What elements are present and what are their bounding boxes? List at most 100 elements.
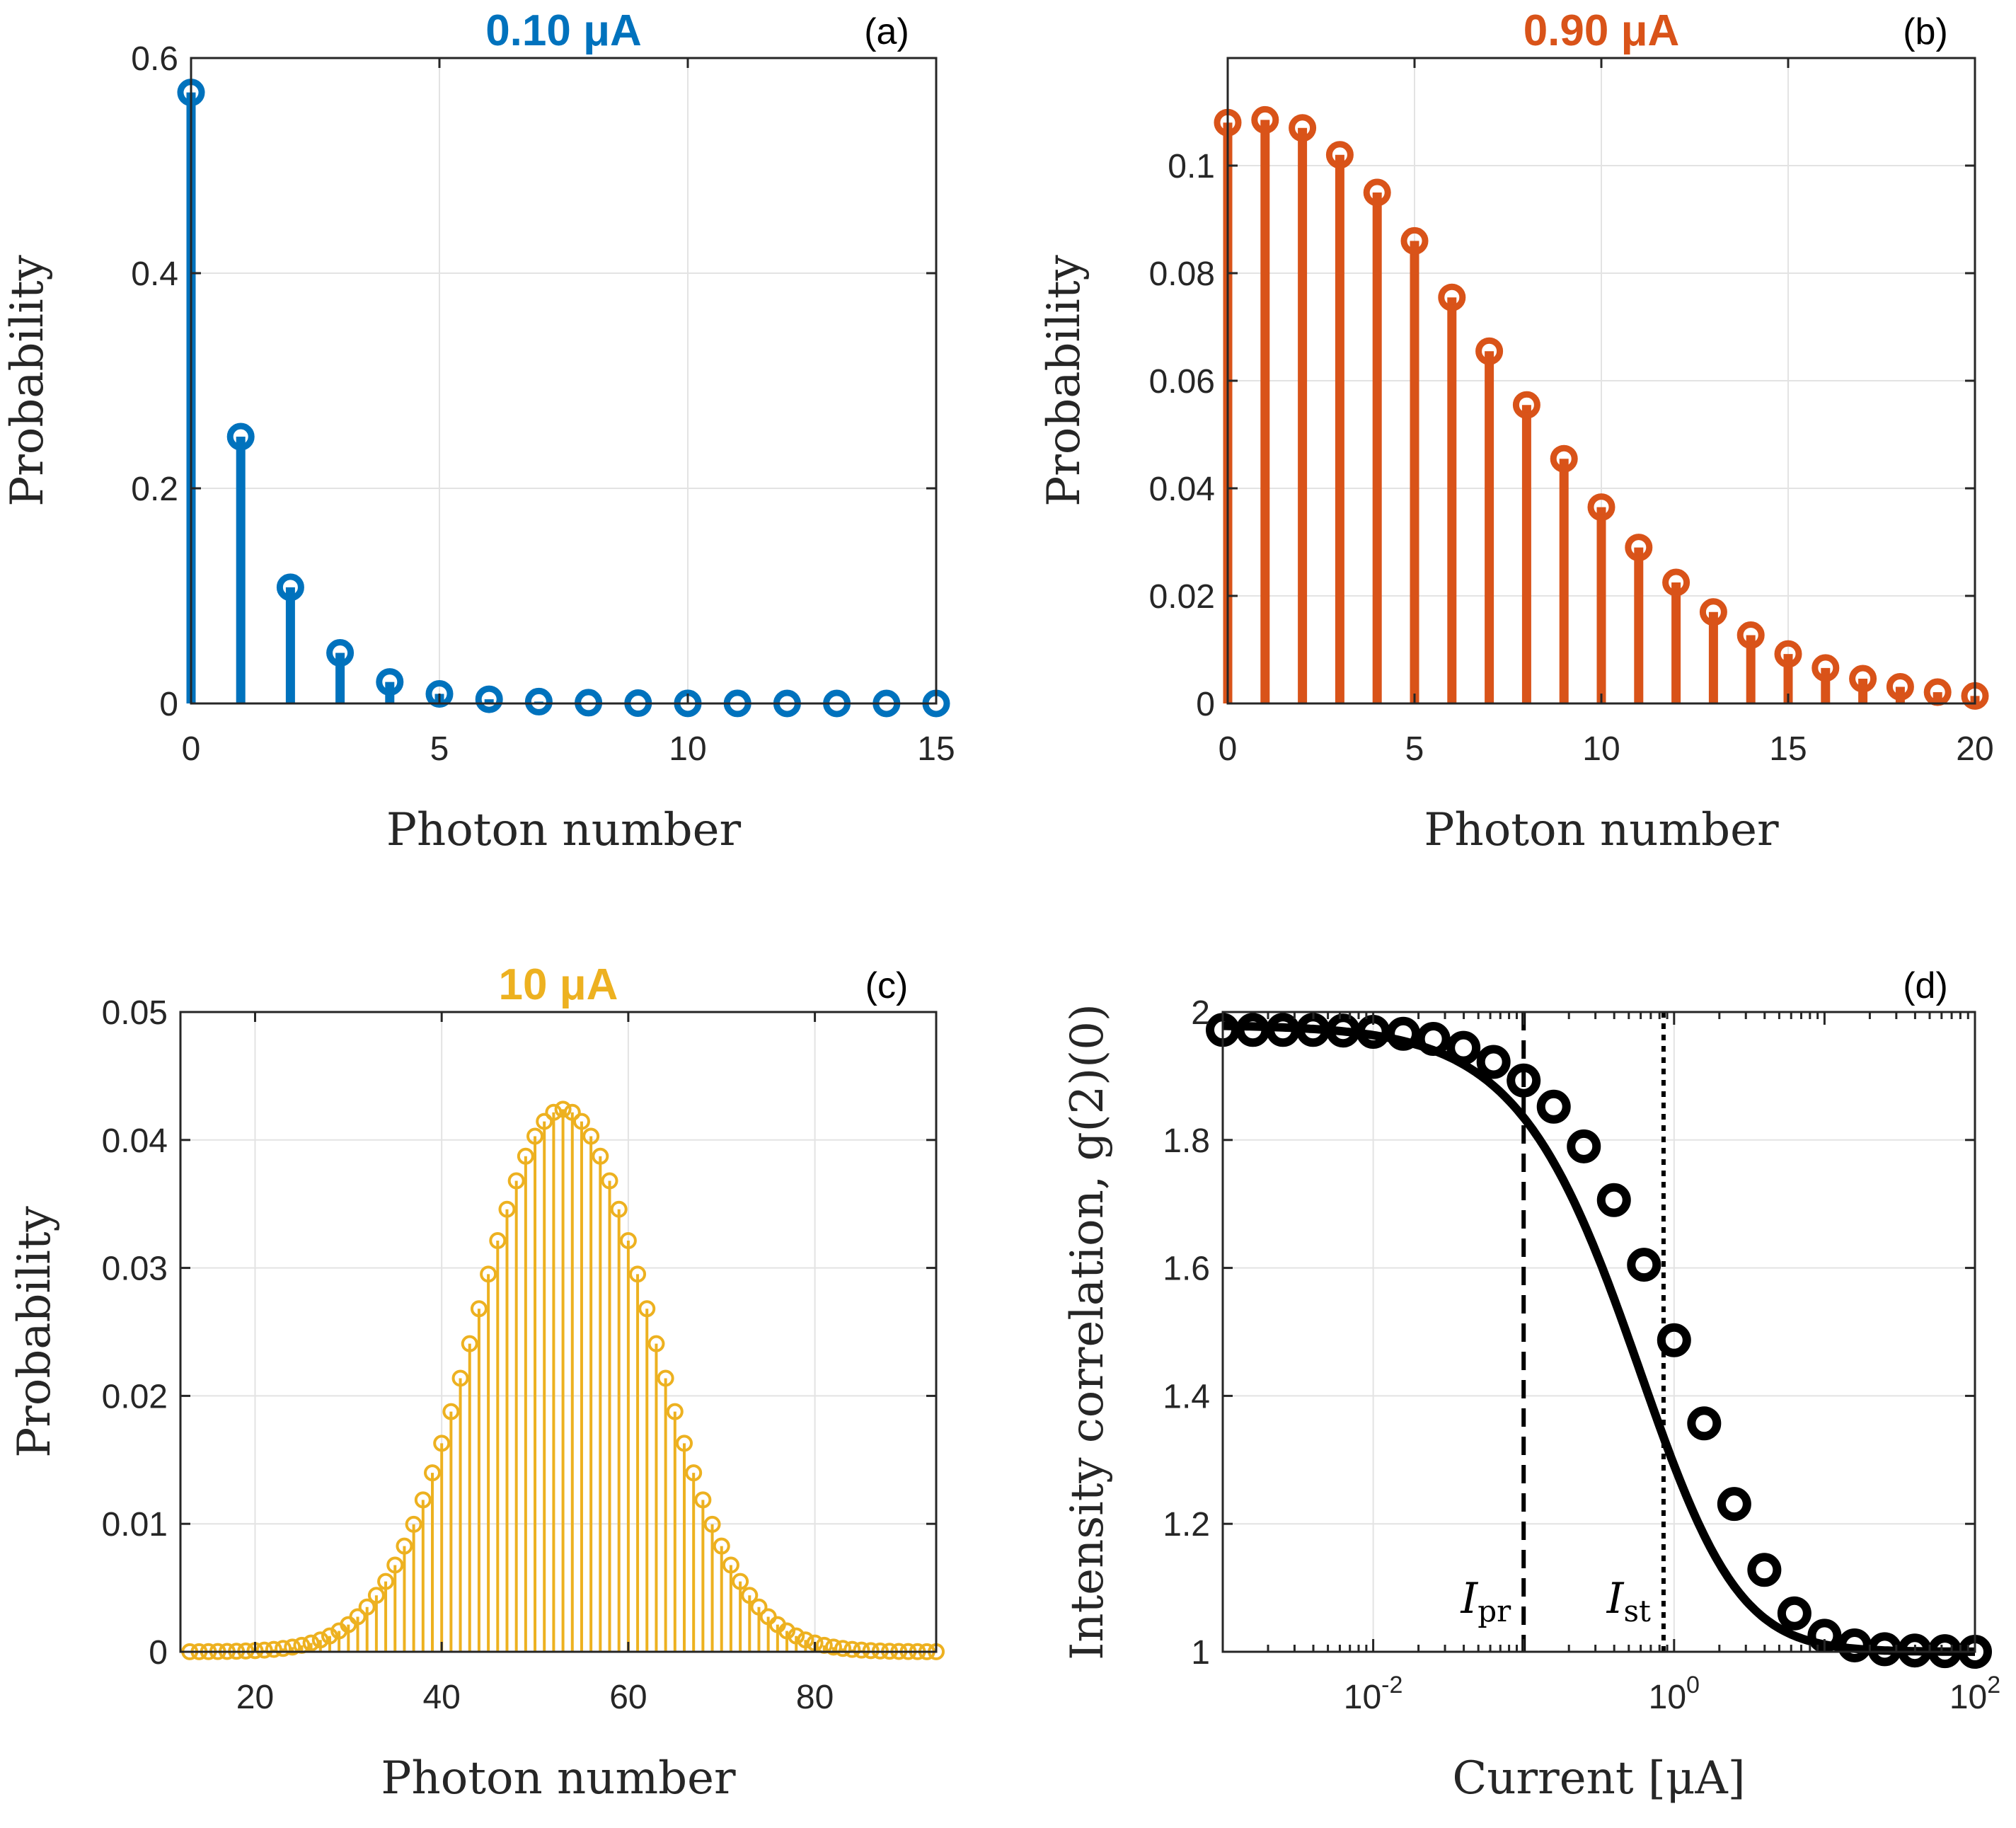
plot-area bbox=[191, 58, 936, 703]
data-marker bbox=[1386, 1016, 1421, 1051]
y-tick-label: 0.04 bbox=[1149, 471, 1215, 508]
stem-marker bbox=[545, 1103, 563, 1121]
y-tick-label: 0 bbox=[149, 1634, 168, 1672]
ticks bbox=[180, 1011, 936, 1653]
x-tick-label: 0 bbox=[182, 730, 201, 768]
x-tick-label: 102 bbox=[1949, 1672, 2000, 1716]
stem-marker bbox=[451, 1369, 469, 1387]
stem-marker bbox=[1400, 226, 1429, 255]
stem-marker bbox=[349, 1608, 367, 1626]
stem-marker bbox=[601, 1172, 618, 1190]
reference-label-main: I bbox=[1606, 1574, 1625, 1623]
y-tick-label: 1.8 bbox=[1163, 1122, 1210, 1160]
stem-marker bbox=[563, 1103, 581, 1121]
stem-marker bbox=[275, 1640, 292, 1657]
stem-marker bbox=[778, 1622, 796, 1640]
grid bbox=[1228, 58, 1975, 703]
data-marker bbox=[1867, 1632, 1902, 1667]
data-marker bbox=[1777, 1596, 1811, 1631]
ticks bbox=[190, 57, 938, 705]
data-marker bbox=[1747, 1553, 1782, 1587]
stem-marker bbox=[265, 1640, 282, 1658]
stem-marker bbox=[1251, 105, 1279, 134]
reference-label-main: I bbox=[1461, 1574, 1479, 1623]
y-axis-label: Probability bbox=[8, 1206, 61, 1458]
y-tick-label: 0.03 bbox=[102, 1251, 168, 1288]
x-tick-exponent: 0 bbox=[1686, 1672, 1700, 1698]
stem-marker bbox=[1886, 672, 1914, 701]
stem-marker bbox=[524, 687, 553, 715]
stem-marker bbox=[853, 1641, 870, 1659]
stem-marker bbox=[507, 1172, 525, 1190]
y-tick-label: 0.08 bbox=[1149, 255, 1215, 293]
stem-marker bbox=[629, 1265, 647, 1283]
x-axis-label: Photon number bbox=[386, 804, 742, 856]
data-marker bbox=[1897, 1633, 1932, 1668]
ticks bbox=[1221, 1011, 1975, 1653]
x-axis-label: Photon number bbox=[381, 1752, 736, 1805]
panel-c: 20 40 60 80 0 0.01 0.02 0.03 0.04 0.05 Photon numb… bbox=[8, 960, 945, 1805]
stem-marker bbox=[414, 1491, 432, 1509]
stem-marker bbox=[1587, 493, 1615, 522]
stem-marker bbox=[1625, 534, 1653, 562]
reference-label-sub: pr bbox=[1478, 1594, 1511, 1628]
stem-marker bbox=[1512, 391, 1540, 419]
y-axis-label: Probability bbox=[1038, 255, 1090, 507]
stem-marker bbox=[741, 1587, 759, 1604]
data-marker bbox=[1326, 1013, 1361, 1048]
data-marker bbox=[1446, 1030, 1481, 1065]
stem-marker bbox=[1699, 598, 1727, 626]
x-tick-label: 15 bbox=[917, 730, 955, 768]
stem-marker bbox=[321, 1627, 338, 1645]
stem-marker bbox=[326, 639, 355, 667]
stem-marker bbox=[657, 1369, 674, 1387]
stem-marker bbox=[666, 1403, 684, 1420]
stem-marker bbox=[694, 1491, 712, 1509]
stem-marker bbox=[862, 1642, 880, 1660]
stem-marker bbox=[750, 1598, 768, 1616]
x-tick-label: 15 bbox=[1769, 730, 1807, 768]
y-tick-label: 0.02 bbox=[102, 1378, 168, 1415]
stem-marker bbox=[302, 1634, 320, 1652]
stem-marker bbox=[1849, 665, 1877, 693]
reference-label-sub: st bbox=[1623, 1594, 1651, 1628]
y-tick-label: 0 bbox=[159, 686, 178, 723]
fit-curve bbox=[1223, 1021, 1975, 1656]
data-marker bbox=[1507, 1063, 1541, 1098]
stem-marker bbox=[1550, 444, 1578, 473]
x-tick-label: 10 bbox=[1582, 730, 1620, 768]
stem-marker bbox=[554, 1100, 572, 1118]
stem-marker bbox=[713, 1537, 730, 1555]
x-tick-label: 0 bbox=[1219, 730, 1238, 768]
y-tick-label: 1.6 bbox=[1163, 1251, 1210, 1288]
stem-marker bbox=[470, 1300, 488, 1318]
stem-marker bbox=[367, 1587, 385, 1604]
y-tick-label: 1.4 bbox=[1163, 1378, 1210, 1415]
panel-title: 10 μA bbox=[499, 960, 618, 1009]
x-tick-exponent: -2 bbox=[1381, 1672, 1402, 1698]
stem-marker bbox=[638, 1300, 656, 1318]
data-marker bbox=[1657, 1323, 1691, 1357]
panel-title: 0.10 μA bbox=[485, 6, 642, 55]
stem-marker bbox=[1289, 114, 1317, 142]
y-axis-label: Intensity correlation, g(2)(0) bbox=[1061, 1004, 1114, 1660]
stem-marker bbox=[255, 1641, 273, 1659]
panel-title: 0.90 μA bbox=[1523, 6, 1680, 55]
x-axis-label: Photon number bbox=[1424, 804, 1779, 856]
y-tick-label: 0.01 bbox=[102, 1506, 168, 1544]
panel-label: (d) bbox=[1903, 965, 1948, 1006]
axes-box bbox=[179, 1011, 938, 1653]
x-tick-label: 10 bbox=[669, 730, 706, 768]
x-axis-label: Current [μA] bbox=[1452, 1752, 1745, 1805]
y-tick-label: 1.2 bbox=[1163, 1506, 1210, 1544]
stem-marker bbox=[498, 1200, 516, 1218]
stem-marker bbox=[676, 1435, 693, 1452]
y-tick-label: 0.4 bbox=[131, 255, 178, 293]
stem-marker bbox=[424, 1464, 441, 1482]
stem-marker bbox=[797, 1631, 814, 1649]
stem-marker bbox=[386, 1556, 404, 1574]
stem-marker bbox=[433, 1435, 451, 1452]
data-marker bbox=[1567, 1129, 1601, 1163]
stem-marker bbox=[475, 685, 503, 713]
